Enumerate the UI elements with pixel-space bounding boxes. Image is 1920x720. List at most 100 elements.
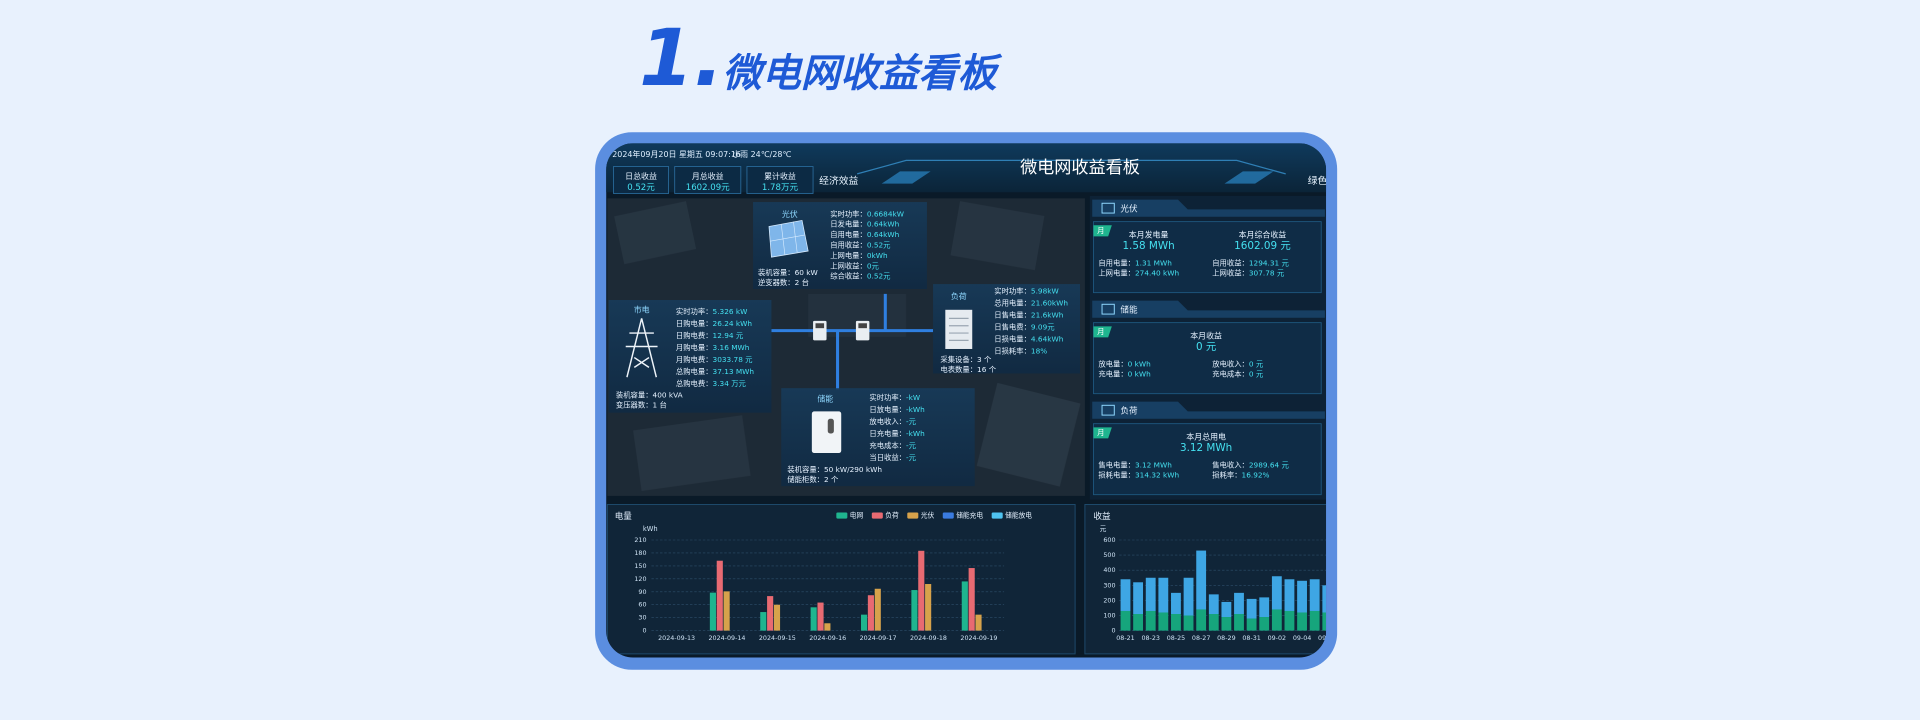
bar-segment	[1234, 614, 1244, 631]
x-tick-label: 09-06	[1318, 635, 1336, 642]
tag: 月	[1097, 226, 1104, 235]
stat-label: 日总收益	[625, 171, 657, 181]
bar-segment	[1145, 610, 1156, 631]
node-item: 实时功率：5.98kW	[994, 286, 1058, 295]
node-footer: 装机容量：60 kW	[758, 268, 818, 277]
tab[interactable]: 经济效益	[819, 174, 858, 187]
label: 放电收入：	[1212, 359, 1249, 368]
bar	[867, 595, 874, 631]
tag-bg	[1093, 225, 1112, 237]
heading-title: 微电网收益看板	[722, 51, 1002, 96]
x-tick-label: 08-29	[1217, 635, 1235, 642]
node-item: 总购电费：3.34 万元	[676, 379, 747, 388]
bar-segment	[1259, 597, 1270, 618]
section-box	[1093, 423, 1322, 496]
node-item: 放电收入：-元	[869, 417, 916, 426]
bar	[874, 588, 881, 631]
revenue-panel	[1084, 503, 1327, 655]
y-tick-label: 180	[634, 550, 646, 557]
kpi-value: 3.12 MWh	[1180, 442, 1232, 454]
value: 274.40 kWh	[1135, 269, 1179, 278]
value: 0元	[867, 261, 880, 270]
bar-segment	[1284, 579, 1295, 611]
legend-swatch	[942, 512, 954, 519]
bar-segment	[1234, 592, 1244, 614]
y-tick-label: 0	[642, 628, 646, 635]
section-item: 上网电量：274.40 kWh	[1098, 269, 1179, 278]
x-tick-label: 08-21	[1116, 635, 1134, 642]
node-item: 自用电量：0.64kWh	[830, 230, 899, 239]
value: 4.64kWh	[1031, 334, 1064, 343]
bar	[918, 550, 925, 631]
label: 上网收益：	[830, 261, 867, 270]
section-title: 光伏	[1120, 202, 1138, 214]
node-item: 日购电量：26.24 kWh	[676, 319, 752, 328]
node-item: 日损耗率：18%	[994, 346, 1047, 355]
chart-title: 电量	[615, 510, 633, 522]
stat-box	[674, 166, 742, 194]
stat-box	[613, 166, 669, 194]
label: 自用电量：	[1098, 258, 1135, 267]
section-item: 放电量：0 kWh	[1098, 359, 1151, 368]
value: 37.13 MWh	[713, 367, 755, 376]
bar-segment	[1322, 585, 1327, 613]
node-footer: 装机容量：50 kW/290 kWh	[787, 465, 882, 474]
value: 5.326 kW	[713, 307, 748, 316]
value: 9.09元	[1031, 322, 1055, 331]
node-footer: 装机容量：400 kVA	[616, 391, 683, 400]
bar-segment	[1133, 582, 1144, 614]
x-tick-label: 2024-09-18	[910, 635, 947, 642]
bar	[723, 591, 730, 631]
title-frame	[856, 159, 1286, 175]
node-item: 日损电量：4.64kWh	[994, 334, 1063, 343]
value: 0 元	[1249, 359, 1264, 368]
section-item: 自用电量：1.31 MWh	[1098, 258, 1172, 267]
label: 上网收益：	[1212, 269, 1249, 278]
bar-segment	[1284, 610, 1295, 631]
label: 月购电量：	[676, 343, 713, 352]
bar-segment	[1183, 577, 1194, 616]
value: 0 元	[1249, 370, 1264, 379]
pv-icon	[768, 219, 809, 258]
node-title: 光伏	[782, 209, 798, 219]
node-item: 综合收益：0.52元	[830, 272, 891, 281]
label: 日发电量：	[830, 220, 867, 229]
legend-swatch	[836, 512, 848, 519]
section-icon	[1101, 404, 1115, 416]
value: -kWh	[906, 405, 925, 414]
bar	[773, 604, 781, 631]
energy-panel	[606, 503, 1076, 655]
bar	[817, 602, 824, 631]
bar-segment	[1196, 550, 1207, 610]
label: 放电收入：	[869, 417, 906, 426]
label: 总购电费：	[676, 379, 713, 388]
y-tick-label: 500	[1103, 552, 1115, 559]
value: 16.92%	[1242, 471, 1270, 480]
label: 自用收益：	[1212, 258, 1249, 267]
node-item: 实时功率：5.326 kW	[676, 307, 747, 316]
bar-segment	[1309, 579, 1320, 611]
label: 自用电量：	[830, 230, 867, 239]
tag-bg	[1093, 427, 1112, 439]
y-tick-label: 0	[1111, 628, 1115, 635]
bar-segment	[1271, 609, 1282, 631]
section-box	[1093, 322, 1322, 395]
section-icon	[1101, 202, 1115, 214]
tab[interactable]: 绿色	[1308, 174, 1328, 187]
value: 3033.78 元	[713, 355, 754, 364]
axis-unit: kWh	[643, 525, 658, 533]
bar	[716, 560, 723, 631]
kpi-value: 1.58 MWh	[1122, 240, 1174, 252]
section-item: 售电收入：2989.64 元	[1212, 460, 1289, 469]
y-tick-label: 30	[638, 615, 646, 622]
dashboard-title: 微电网收益看板	[1020, 158, 1140, 178]
value: 314.32 kWh	[1135, 471, 1179, 480]
label: 放电量：	[1098, 359, 1127, 368]
bar	[709, 592, 716, 631]
bar	[968, 568, 975, 631]
label: 损耗率：	[1212, 471, 1241, 480]
value: 12.94 元	[713, 331, 744, 340]
meters	[813, 320, 870, 341]
